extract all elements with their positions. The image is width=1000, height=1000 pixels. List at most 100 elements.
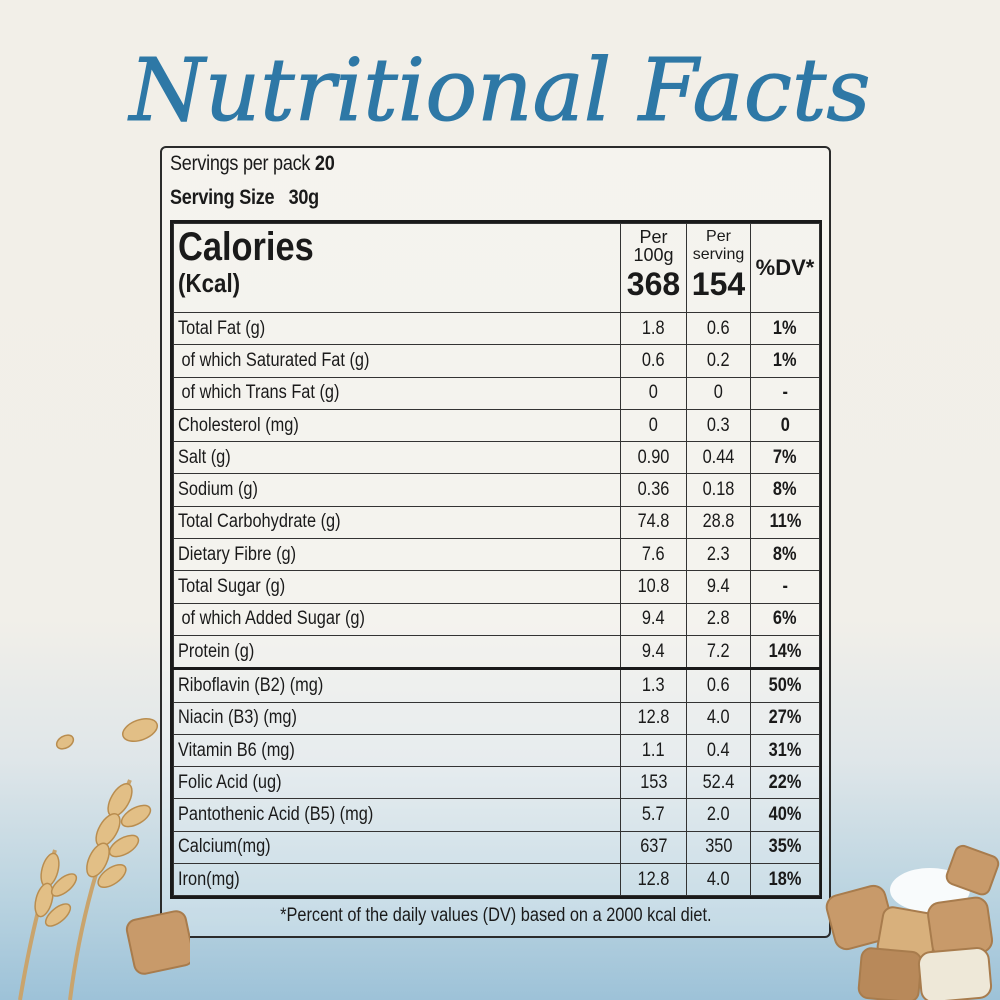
nutrient-label: of which Saturated Fat (g) [173, 344, 621, 378]
title-text: Nutritional Facts [127, 41, 870, 141]
nutrient-label: Dietary Fibre (g) [173, 538, 621, 572]
col-per-100g: Per 100g 368 [620, 223, 687, 313]
dv-value: - [750, 376, 820, 410]
per-100g-value: 5.7 [620, 798, 687, 832]
dv-value: 18% [750, 863, 820, 897]
servings-per-pack: Servings per pack 20 [170, 152, 335, 175]
dv-value: 8% [750, 473, 820, 507]
dv-value: 35% [750, 830, 820, 865]
per-100g-value: 0 [620, 376, 687, 410]
per-serving-value: 2.3 [686, 538, 751, 572]
calories-per-serving: 154 [691, 266, 746, 302]
dv-value: 22% [750, 766, 820, 800]
per-100g-value: 9.4 [620, 602, 687, 636]
footnote: *Percent of the daily values (DV) based … [280, 905, 712, 926]
per-serving-value: 0.44 [686, 441, 751, 475]
per-100g-value: 1.8 [620, 311, 687, 346]
nutrient-label: Pantothenic Acid (B5) (mg) [173, 798, 621, 832]
dv-value: 14% [750, 634, 820, 670]
nutrient-label: Iron(mg) [173, 863, 621, 897]
per-serving-value: 2.0 [686, 798, 751, 832]
serving-size: Serving Size 30g [170, 186, 319, 209]
per-serving-value: 350 [686, 830, 751, 865]
per-100g-value: 7.6 [620, 538, 687, 572]
dv-value: 1% [750, 344, 820, 378]
per-serving-value: 2.8 [686, 602, 751, 636]
per-serving-value: 7.2 [686, 634, 751, 670]
dv-value: 0 [750, 408, 820, 443]
per-100g-value: 12.8 [620, 863, 687, 897]
table-row: of which Trans Fat (g) 0 0- [173, 376, 820, 410]
page-title: Nutritional Facts [0, 28, 1000, 148]
per-100g-value: 0 [620, 408, 687, 443]
per-100g-value: 637 [620, 830, 687, 865]
dv-value: 1% [750, 311, 820, 346]
dv-value: 50% [750, 667, 820, 703]
table-row: Riboflavin (B2) (mg) 1.3 0.6 50% [173, 667, 820, 703]
table-row: Cholesterol (mg) 0 0.3 0 [173, 408, 820, 443]
col-per-serving: Per serving 154 [686, 223, 751, 313]
nutrient-label: Vitamin B6 (mg) [173, 733, 621, 768]
dv-value: 11% [750, 505, 820, 540]
per-serving-value: 0.3 [686, 408, 751, 443]
per-100g-value: 153 [620, 766, 687, 800]
dv-value: 27% [750, 701, 820, 735]
wheat-illustration [18, 718, 190, 1000]
col-dv: %DV* [750, 223, 820, 313]
nutrient-label: of which Trans Fat (g) [173, 376, 621, 410]
dv-value: 8% [750, 538, 820, 572]
per-serving-value: 28.8 [686, 505, 751, 540]
nutrient-label: Cholesterol (mg) [173, 408, 621, 443]
per-serving-value: 0.6 [686, 311, 751, 346]
table-row: of which Saturated Fat (g) 0.6 0.2 1% [173, 344, 820, 378]
per-serving-value: 0 [686, 376, 751, 410]
nutrient-label: Salt (g) [173, 441, 621, 475]
per-100g-value: 0.90 [620, 441, 687, 475]
nutrient-label: Total Carbohydrate (g) [173, 505, 621, 540]
table-row: Protein (g) 9.4 7.2 14% [173, 634, 820, 670]
per-serving-value: 4.0 [686, 701, 751, 735]
nutrition-panel: Servings per pack 20 Serving Size 30g Ca… [160, 146, 831, 938]
per-100g-value: 0.6 [620, 344, 687, 378]
table-row: Niacin (B3) (mg) 12.8 4.0 27% [173, 701, 820, 735]
nutrient-label: Niacin (B3) (mg) [173, 701, 621, 735]
dv-value: - [750, 570, 820, 604]
calories-header: Calories (Kcal) [173, 223, 621, 313]
table-row: of which Added Sugar (g) 9.4 2.8 6% [173, 602, 820, 636]
per-serving-value: 9.4 [686, 570, 751, 604]
dv-value: 6% [750, 602, 820, 636]
table-row: Sodium (g) 0.36 0.18 8% [173, 473, 820, 507]
cereal-flakes-illustration [825, 844, 1000, 1000]
table-row: Total Carbohydrate (g) 74.8 28.8 11% [173, 505, 820, 540]
nutrient-label: Folic Acid (ug) [173, 766, 621, 800]
per-serving-value: 52.4 [686, 766, 751, 800]
nutrient-label: Riboflavin (B2) (mg) [173, 667, 621, 703]
table-row: Iron(mg) 12.8 4.0 18% [173, 863, 820, 897]
nutrient-label: Calcium(mg) [173, 830, 621, 865]
per-serving-value: 0.4 [686, 733, 751, 768]
table-row: Dietary Fibre (g) 7.6 2.3 8% [173, 538, 820, 572]
per-100g-value: 74.8 [620, 505, 687, 540]
per-100g-value: 1.3 [620, 667, 687, 703]
dv-value: 7% [750, 441, 820, 475]
per-serving-value: 0.2 [686, 344, 751, 378]
table-header-row: Calories (Kcal) Per 100g 368 Per serving… [173, 223, 820, 313]
nutrient-label: of which Added Sugar (g) [173, 602, 621, 636]
table-row: Folic Acid (ug) 153 52.4 22% [173, 766, 820, 800]
per-100g-value: 10.8 [620, 570, 687, 604]
table-row: Pantothenic Acid (B5) (mg) 5.7 2.0 40% [173, 798, 820, 832]
nutrient-label: Sodium (g) [173, 473, 621, 507]
nutrition-table: Calories (Kcal) Per 100g 368 Per serving… [170, 220, 822, 900]
nutrient-label: Protein (g) [173, 634, 621, 670]
table-row: Total Sugar (g) 10.8 9.4- [173, 570, 820, 604]
per-100g-value: 1.1 [620, 733, 687, 768]
per-100g-value: 9.4 [620, 634, 687, 670]
per-100g-value: 12.8 [620, 701, 687, 735]
dv-value: 40% [750, 798, 820, 832]
table-row: Calcium(mg) 637 350 35% [173, 830, 820, 865]
per-serving-value: 0.6 [686, 667, 751, 703]
per-serving-value: 0.18 [686, 473, 751, 507]
dv-value: 31% [750, 733, 820, 768]
per-serving-value: 4.0 [686, 863, 751, 897]
nutrient-label: Total Sugar (g) [173, 570, 621, 604]
